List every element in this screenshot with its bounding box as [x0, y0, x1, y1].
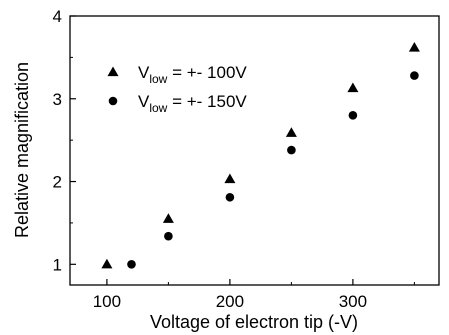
- x-tick-label-200: 200: [216, 292, 244, 311]
- data-point-circle-150: [164, 231, 173, 241]
- data-point-triangle-350: [408, 41, 420, 52]
- legend-label-2: Vlow = +- 150V: [138, 92, 247, 115]
- data-point-circle-250: [287, 145, 296, 155]
- legend-label-1: Vlow = +- 100V: [138, 63, 247, 86]
- data-point-circle-200: [225, 192, 235, 202]
- legend: Vlow = +- 100V Vlow = +- 150V: [107, 63, 247, 115]
- y-axis-label: Relative magnification: [12, 62, 32, 238]
- y-tick-label-2: 2: [53, 173, 62, 192]
- legend-marker-circle: [108, 96, 118, 106]
- y-tick-label-1: 1: [53, 255, 62, 274]
- legend-marker-triangle: [107, 66, 119, 77]
- data-point-circle-350: [410, 71, 419, 80]
- data-point-circle-120: [127, 260, 136, 269]
- x-axis-label: Voltage of electron tip (-V): [150, 312, 358, 332]
- data-points: [101, 41, 420, 269]
- y-tick-label-3: 3: [53, 90, 62, 109]
- y-tick-label-4: 4: [53, 7, 62, 26]
- data-point-circle-300: [348, 111, 358, 120]
- plot-frame: [69, 15, 440, 286]
- data-point-triangle-150: [162, 213, 174, 223]
- data-point-triangle-250: [285, 127, 297, 137]
- x-tick-label-300: 300: [339, 292, 367, 311]
- axis-ticks: 100 200 300 1 2 3 4: [53, 7, 415, 311]
- x-tick-label-100: 100: [93, 292, 121, 311]
- data-point-triangle-100: [101, 258, 113, 269]
- data-point-triangle-300: [347, 82, 359, 93]
- data-point-triangle-200: [224, 173, 236, 184]
